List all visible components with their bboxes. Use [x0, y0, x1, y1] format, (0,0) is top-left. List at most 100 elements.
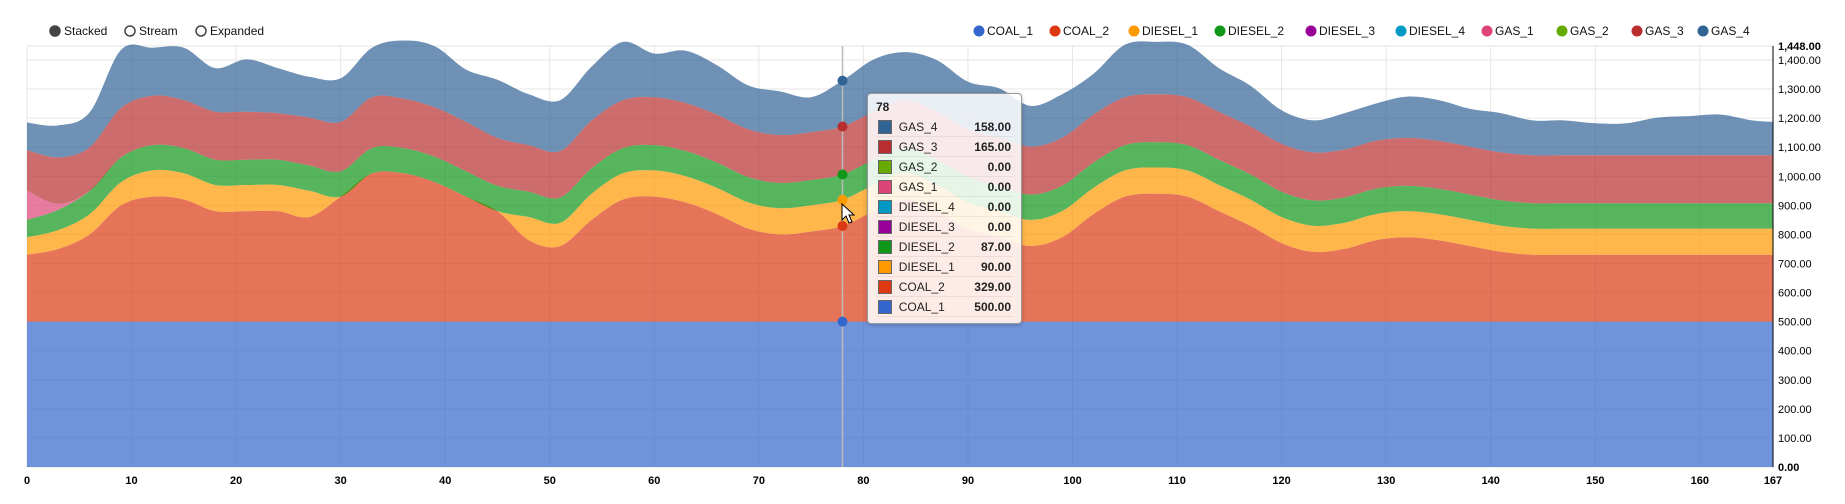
legend-item-coal-2[interactable]: COAL_2 [1049, 24, 1110, 38]
legend-item-diesel-2[interactable]: DIESEL_2 [1214, 24, 1285, 38]
legend-swatch-icon [1128, 25, 1140, 37]
legend-swatch-icon [1395, 25, 1407, 37]
y-tick-label: 900.00 [1778, 200, 1812, 212]
hover-point-coal-2 [837, 220, 848, 231]
hover-point-gas-4 [837, 75, 848, 86]
tooltip-series-name: COAL_1 [896, 296, 967, 317]
tooltip-series-name: GAS_4 [896, 117, 967, 137]
y-tick-label: 1,300.00 [1778, 84, 1821, 96]
mode-option-stacked[interactable]: Stacked [49, 24, 107, 38]
y-tick-label: 200.00 [1778, 404, 1812, 416]
tooltip-row-diesel-2: DIESEL_2 87.00 [876, 236, 1013, 257]
mode-option-expanded[interactable]: Expanded [195, 24, 264, 38]
tooltip-series-name: DIESEL_2 [896, 236, 967, 257]
area-gas-3[interactable] [27, 94, 1773, 204]
tooltip-series-value: 165.00 [966, 136, 1013, 157]
y-tick-label: 1,200.00 [1778, 113, 1821, 125]
y-tick-label: 800.00 [1778, 229, 1812, 241]
tooltip-series-value: 158.00 [966, 117, 1013, 137]
radio-icon[interactable] [195, 25, 207, 37]
legend-label: GAS_4 [1711, 24, 1750, 38]
mode-option-label: Expanded [210, 24, 264, 38]
radio-icon[interactable] [49, 25, 61, 37]
x-tick-label: 70 [753, 475, 765, 487]
area-diesel-1[interactable] [27, 167, 1773, 255]
tooltip-table: GAS_4 158.00 GAS_3 165.00 GAS_2 0.00 GAS_1 0.00… [876, 117, 1013, 317]
legend-label: GAS_1 [1495, 24, 1534, 38]
x-tick-label: 40 [439, 475, 451, 487]
y-tick-label: 700.00 [1778, 258, 1812, 270]
hover-point-gas-3 [837, 121, 848, 132]
tooltip-row-gas-1: GAS_1 0.00 [876, 176, 1013, 197]
x-tick-label: 90 [962, 475, 974, 487]
mode-option-label: Stacked [64, 24, 107, 38]
y-tick-label: 1,100.00 [1778, 142, 1821, 154]
area-diesel-2[interactable] [27, 142, 1773, 238]
legend-swatch-icon [1631, 25, 1643, 37]
tooltip-swatch-icon [878, 179, 892, 194]
legend-label: DIESEL_2 [1228, 24, 1284, 38]
legend-swatch-icon [1556, 25, 1568, 37]
y-tick-label: 1,448.00 [1778, 41, 1821, 53]
legend-item-gas-3[interactable]: GAS_3 [1631, 24, 1685, 38]
y-tick-label: 400.00 [1778, 346, 1812, 358]
tooltip-series-name: COAL_2 [896, 276, 967, 297]
tooltip-series-name: GAS_2 [896, 156, 967, 177]
legend-item-gas-4[interactable]: GAS_4 [1697, 24, 1751, 38]
y-tick-label: 600.00 [1778, 288, 1812, 300]
tooltip-series-value: 329.00 [966, 276, 1013, 297]
legend-item-diesel-3[interactable]: DIESEL_3 [1305, 24, 1376, 38]
mode-option-stream[interactable]: Stream [124, 24, 178, 38]
legend-item-diesel-4[interactable]: DIESEL_4 [1395, 24, 1466, 38]
y-tick-label: 0.00 [1778, 462, 1799, 474]
tooltip-series-value: 500.00 [966, 296, 1013, 317]
area-coal-1[interactable] [27, 321, 1773, 467]
x-tick-label: 140 [1482, 475, 1500, 487]
tooltip-title: 78 [876, 100, 890, 114]
legend-swatch-icon [973, 25, 985, 37]
y-tick-label: 1,000.00 [1778, 171, 1821, 183]
x-tick-label: 30 [335, 475, 347, 487]
x-tick-label: 80 [857, 475, 869, 487]
legend-swatch-icon [1481, 25, 1493, 37]
legend-item-diesel-1[interactable]: DIESEL_1 [1128, 24, 1199, 38]
legend-item-gas-2[interactable]: GAS_2 [1556, 24, 1610, 38]
tooltip-series-value: 87.00 [966, 236, 1013, 257]
x-tick-label: 10 [125, 475, 137, 487]
tooltip-swatch-icon [878, 159, 892, 174]
hover-point-diesel-2 [837, 169, 848, 180]
tooltip-series-value: 0.00 [966, 176, 1013, 197]
hover-point-coal-1 [837, 316, 848, 327]
tooltip-row-coal-1: COAL_1 500.00 [876, 296, 1013, 317]
tooltip-row-gas-2: GAS_2 0.00 [876, 156, 1013, 177]
tooltip-row-coal-2: COAL_2 329.00 [876, 276, 1013, 297]
x-axis-ticks: 0 10 20 30 40 50 60 70 80 90 100 110 120 130 140 150 160… [24, 475, 1782, 487]
tooltip-series-name: GAS_1 [896, 176, 967, 197]
legend-item-gas-1[interactable]: GAS_1 [1481, 24, 1535, 38]
x-tick-label: 20 [230, 475, 242, 487]
tooltip-swatch-icon [878, 259, 892, 274]
tooltip-series-value: 90.00 [966, 256, 1013, 277]
y-tick-label: 100.00 [1778, 433, 1812, 445]
y-tick-label: 500.00 [1778, 317, 1812, 329]
legend-label: COAL_1 [987, 24, 1033, 38]
legend-item-coal-1[interactable]: COAL_1 [973, 24, 1034, 38]
legend-label: DIESEL_1 [1142, 24, 1198, 38]
tooltip-swatch-icon [878, 119, 892, 134]
legend-swatch-icon [1697, 25, 1709, 37]
x-tick-label: 60 [648, 475, 660, 487]
radio-icon[interactable] [124, 25, 136, 37]
tooltip-series-value: 0.00 [966, 156, 1013, 177]
legend-swatch-icon [1305, 25, 1317, 37]
tooltip-swatch-icon [878, 139, 892, 154]
tooltip-series-value: 0.00 [966, 196, 1013, 217]
legend-label: GAS_2 [1570, 24, 1609, 38]
tooltip-row-diesel-1: DIESEL_1 90.00 [876, 256, 1013, 277]
tooltip-swatch-icon [878, 239, 892, 254]
tooltip-swatch-icon [878, 219, 892, 234]
legend-label: DIESEL_3 [1319, 24, 1375, 38]
tooltip-swatch-icon [878, 279, 892, 294]
mouse-cursor-icon [841, 203, 856, 224]
tooltip-series-name: GAS_3 [896, 136, 967, 157]
tooltip-series-name: DIESEL_4 [896, 196, 967, 217]
